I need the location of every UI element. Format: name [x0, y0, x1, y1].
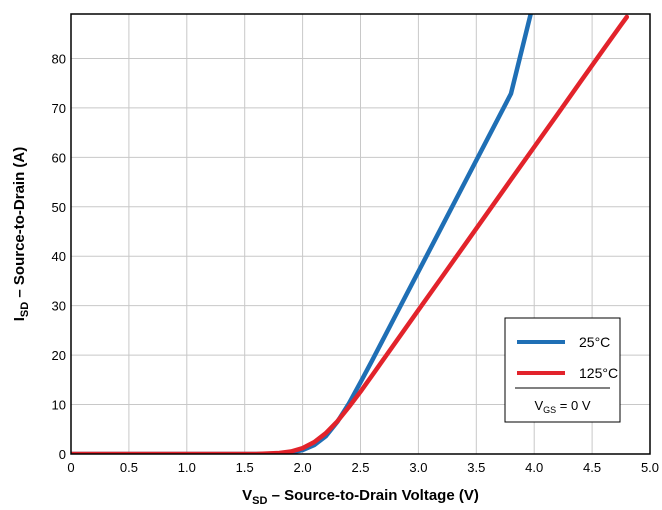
- x-tick-label-5: 2.5: [351, 460, 369, 475]
- x-tick-label-8: 4.0: [525, 460, 543, 475]
- legend-label-25c: 25°C: [579, 334, 610, 350]
- x-tick-label-2: 1.0: [178, 460, 196, 475]
- series-line-0: [71, 14, 533, 454]
- x-tick-label-4: 2.0: [294, 460, 312, 475]
- plot-frame: [70, 13, 651, 455]
- x-tick-label-10: 5.0: [641, 460, 659, 475]
- legend-condition-main: V: [534, 398, 543, 413]
- legend: 25°C 125°C VGS = 0 V: [504, 317, 621, 423]
- y-axis-title-sub: SD: [19, 302, 31, 317]
- legend-label-125c: 125°C: [579, 365, 618, 381]
- x-tick-label-0: 0: [67, 460, 74, 475]
- x-tick-label-3: 1.5: [236, 460, 254, 475]
- y-tick-label-7: 70: [52, 101, 66, 116]
- series-line-1: [71, 14, 630, 454]
- legend-condition-rest: = 0 V: [556, 398, 591, 413]
- x-tick-label-9: 4.5: [583, 460, 601, 475]
- y-axis-title-rest: – Source-to-Drain (A): [11, 147, 28, 302]
- x-axis-title-main: V: [242, 487, 252, 504]
- x-axis-title-rest: – Source-to-Drain Voltage (V): [267, 487, 478, 504]
- legend-condition-sub: GS: [543, 405, 556, 415]
- y-tick-label-5: 50: [52, 200, 66, 215]
- y-tick-label-2: 20: [52, 348, 66, 363]
- x-tick-label-7: 3.5: [467, 460, 485, 475]
- y-tick-label-0: 0: [59, 447, 66, 462]
- y-tick-label-8: 80: [52, 51, 66, 66]
- y-tick-label-4: 40: [52, 249, 66, 264]
- y-axis-title: ISD – Source-to-Drain (A): [11, 147, 31, 321]
- x-axis-title-sub: SD: [252, 495, 267, 507]
- y-tick-label-1: 10: [52, 398, 66, 413]
- y-tick-labels: 0 10 20 30 40 50 60 70 80: [52, 51, 66, 462]
- x-tick-label-6: 3.0: [409, 460, 427, 475]
- y-tick-label-6: 60: [52, 150, 66, 165]
- x-tick-label-1: 0.5: [120, 460, 138, 475]
- legend-condition: VGS = 0 V: [534, 398, 590, 415]
- y-tick-label-3: 30: [52, 299, 66, 314]
- series-lines: [71, 14, 630, 454]
- y-axis-title-main: I: [11, 317, 28, 321]
- legend-box: [504, 317, 621, 423]
- grid: [71, 14, 650, 454]
- x-tick-labels: 0 0.5 1.0 1.5 2.0 2.5 3.0 3.5 4.0 4.5 5.0: [67, 460, 659, 475]
- x-axis-title: VSD – Source-to-Drain Voltage (V): [242, 487, 479, 507]
